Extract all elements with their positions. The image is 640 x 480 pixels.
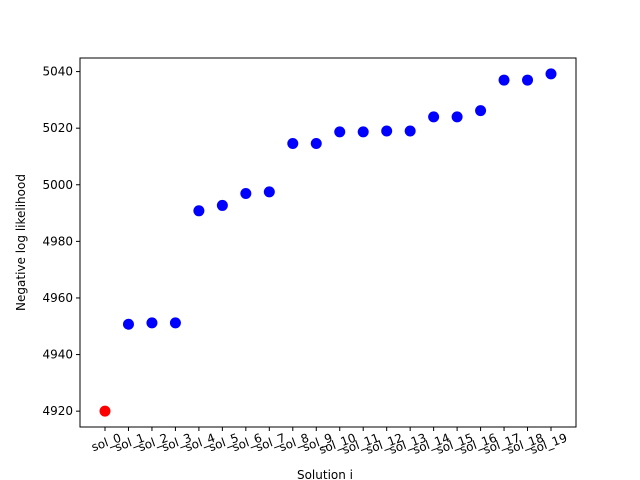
data-point-sol-6: [240, 188, 252, 200]
data-point-sol-0: [99, 405, 111, 417]
y-tick-label: 5000: [42, 178, 73, 192]
y-tick-label: 4940: [42, 348, 73, 362]
data-point-sol-4: [193, 205, 205, 217]
data-point-sol-15: [451, 111, 463, 123]
y-tick-label: 5020: [42, 121, 73, 135]
y-tick-label: 4920: [42, 404, 73, 418]
y-tick-label: 4960: [42, 291, 73, 305]
data-point-sol-11: [357, 126, 369, 138]
data-point-sol-12: [381, 125, 393, 137]
data-point-sol-17: [498, 74, 510, 86]
y-axis-label: Negative log likelihood: [14, 174, 28, 311]
data-point-sol-5: [216, 199, 228, 211]
plot-frame: [79, 57, 577, 428]
data-point-sol-1: [122, 318, 134, 330]
x-axis-label: Solution i: [297, 468, 353, 480]
data-point-sol-19: [545, 68, 557, 80]
data-point-sol-3: [169, 317, 181, 329]
data-point-sol-7: [263, 186, 275, 198]
data-point-sol-10: [334, 126, 346, 138]
data-point-sol-8: [287, 137, 299, 149]
data-point-sol-2: [146, 317, 158, 329]
y-tick-label: 5040: [42, 65, 73, 79]
data-point-sol-18: [522, 74, 534, 86]
y-tick-label: 4980: [42, 234, 73, 248]
data-point-sol-13: [404, 125, 416, 137]
data-point-sol-16: [475, 105, 487, 117]
data-point-sol-9: [310, 137, 322, 149]
data-point-sol-14: [428, 111, 440, 123]
